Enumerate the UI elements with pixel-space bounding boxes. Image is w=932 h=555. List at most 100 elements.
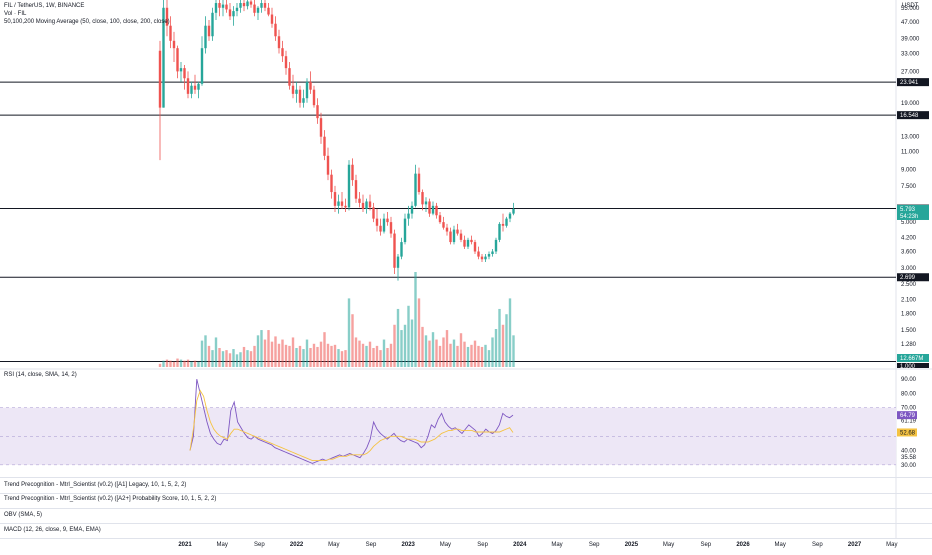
volume-bar[interactable] xyxy=(246,350,249,367)
candle-body[interactable] xyxy=(347,164,351,208)
volume-bar[interactable] xyxy=(162,360,165,367)
candle-body[interactable] xyxy=(319,118,323,137)
volume-bar[interactable] xyxy=(396,308,400,367)
volume-bar[interactable] xyxy=(186,359,190,367)
volume-bar[interactable] xyxy=(382,339,386,367)
candle-body[interactable] xyxy=(466,239,470,247)
candle-body[interactable] xyxy=(200,48,204,84)
rsi-sma-tag[interactable] xyxy=(897,428,917,437)
candle-body[interactable] xyxy=(435,205,438,216)
volume-bar[interactable] xyxy=(407,305,410,367)
candle-body[interactable] xyxy=(498,223,501,240)
volume-bar[interactable] xyxy=(260,330,263,367)
candle-body[interactable] xyxy=(354,180,358,199)
volume-bar[interactable] xyxy=(389,343,393,367)
candle-body[interactable] xyxy=(267,7,270,15)
candle-body[interactable] xyxy=(344,205,347,208)
candle-body[interactable] xyxy=(389,222,393,234)
volume-bar[interactable] xyxy=(158,363,162,367)
candle-body[interactable] xyxy=(473,242,477,252)
candle-body[interactable] xyxy=(340,201,344,206)
candle-body[interactable] xyxy=(410,205,414,214)
volume-bar[interactable] xyxy=(456,345,459,367)
candle-body[interactable] xyxy=(298,89,302,103)
pane-divider[interactable] xyxy=(0,477,932,478)
price-tag-level[interactable] xyxy=(897,273,929,282)
volume-bar[interactable] xyxy=(337,349,340,367)
candle-body[interactable] xyxy=(190,85,193,94)
volume-bar[interactable] xyxy=(403,324,407,367)
candle-body[interactable] xyxy=(326,155,330,175)
candle-body[interactable] xyxy=(330,174,333,193)
volume-bar[interactable] xyxy=(165,359,169,367)
volume-bar[interactable] xyxy=(274,336,277,367)
volume-bar[interactable] xyxy=(424,335,428,367)
candle-body[interactable] xyxy=(375,218,379,226)
candle-body[interactable] xyxy=(428,201,431,214)
candle-body[interactable] xyxy=(253,4,256,13)
volume-bar[interactable] xyxy=(386,348,389,367)
volume-bar[interactable] xyxy=(291,337,295,367)
volume-bar[interactable] xyxy=(358,340,361,367)
candle-body[interactable] xyxy=(463,239,466,247)
candle-body[interactable] xyxy=(407,213,410,219)
candle-body[interactable] xyxy=(484,256,487,260)
volume-bar[interactable] xyxy=(431,332,435,367)
candle-body[interactable] xyxy=(242,3,246,7)
volume-bar[interactable] xyxy=(211,350,214,367)
candle-body[interactable] xyxy=(512,208,515,214)
candle-body[interactable] xyxy=(386,218,389,223)
volume-bar[interactable] xyxy=(372,348,375,367)
candle-body[interactable] xyxy=(480,256,484,260)
volume-bar[interactable] xyxy=(263,339,267,367)
candle-body[interactable] xyxy=(165,7,169,26)
candle-body[interactable] xyxy=(449,231,452,243)
volume-bar[interactable] xyxy=(421,326,424,367)
price-tag-level[interactable] xyxy=(897,78,929,87)
volume-bar[interactable] xyxy=(438,345,442,367)
candle-body[interactable] xyxy=(351,164,354,181)
candle-body[interactable] xyxy=(368,201,372,208)
volume-bar[interactable] xyxy=(410,319,414,368)
volume-bar[interactable] xyxy=(232,349,235,367)
candle-body[interactable] xyxy=(302,98,305,103)
pane-divider[interactable] xyxy=(0,523,932,524)
volume-bar[interactable] xyxy=(466,346,470,367)
candle-body[interactable] xyxy=(193,85,197,90)
candle-body[interactable] xyxy=(169,25,172,41)
candle-body[interactable] xyxy=(459,233,463,240)
volume-bar[interactable] xyxy=(228,353,232,367)
price-tag-price[interactable] xyxy=(897,204,929,213)
volume-bar[interactable] xyxy=(365,345,368,367)
candle-body[interactable] xyxy=(400,242,403,257)
volume-bar[interactable] xyxy=(225,350,228,367)
indicator-legend-macd[interactable]: MACD (12, 26, close, 9, EMA, EMA) xyxy=(4,527,101,533)
candle-body[interactable] xyxy=(382,218,386,232)
price-tag-volume[interactable] xyxy=(897,354,929,362)
candle-body[interactable] xyxy=(158,50,162,108)
candle-body[interactable] xyxy=(501,223,505,226)
volume-bar[interactable] xyxy=(197,361,200,367)
volume-bar[interactable] xyxy=(214,337,218,367)
volume-bar[interactable] xyxy=(207,345,211,367)
volume-bar[interactable] xyxy=(298,345,302,367)
volume-bar[interactable] xyxy=(267,330,270,367)
candle-body[interactable] xyxy=(239,3,242,8)
candle-body[interactable] xyxy=(421,192,424,205)
candle-body[interactable] xyxy=(414,173,417,206)
volume-bar[interactable] xyxy=(235,354,239,367)
candle-body[interactable] xyxy=(456,229,459,234)
candle-body[interactable] xyxy=(337,201,340,206)
volume-bar[interactable] xyxy=(284,344,288,367)
volume-bar[interactable] xyxy=(477,345,480,367)
volume-bar[interactable] xyxy=(218,348,221,367)
candle-body[interactable] xyxy=(442,222,445,228)
indicator-legend-obv[interactable]: OBV (SMA, 5) xyxy=(4,512,43,518)
volume-bar[interactable] xyxy=(288,345,291,367)
volume-bar[interactable] xyxy=(200,340,204,367)
volume-bar[interactable] xyxy=(393,324,396,367)
candle-body[interactable] xyxy=(494,239,498,252)
candle-body[interactable] xyxy=(470,239,473,243)
candle-body[interactable] xyxy=(260,3,263,8)
rsi-line[interactable] xyxy=(189,379,514,464)
